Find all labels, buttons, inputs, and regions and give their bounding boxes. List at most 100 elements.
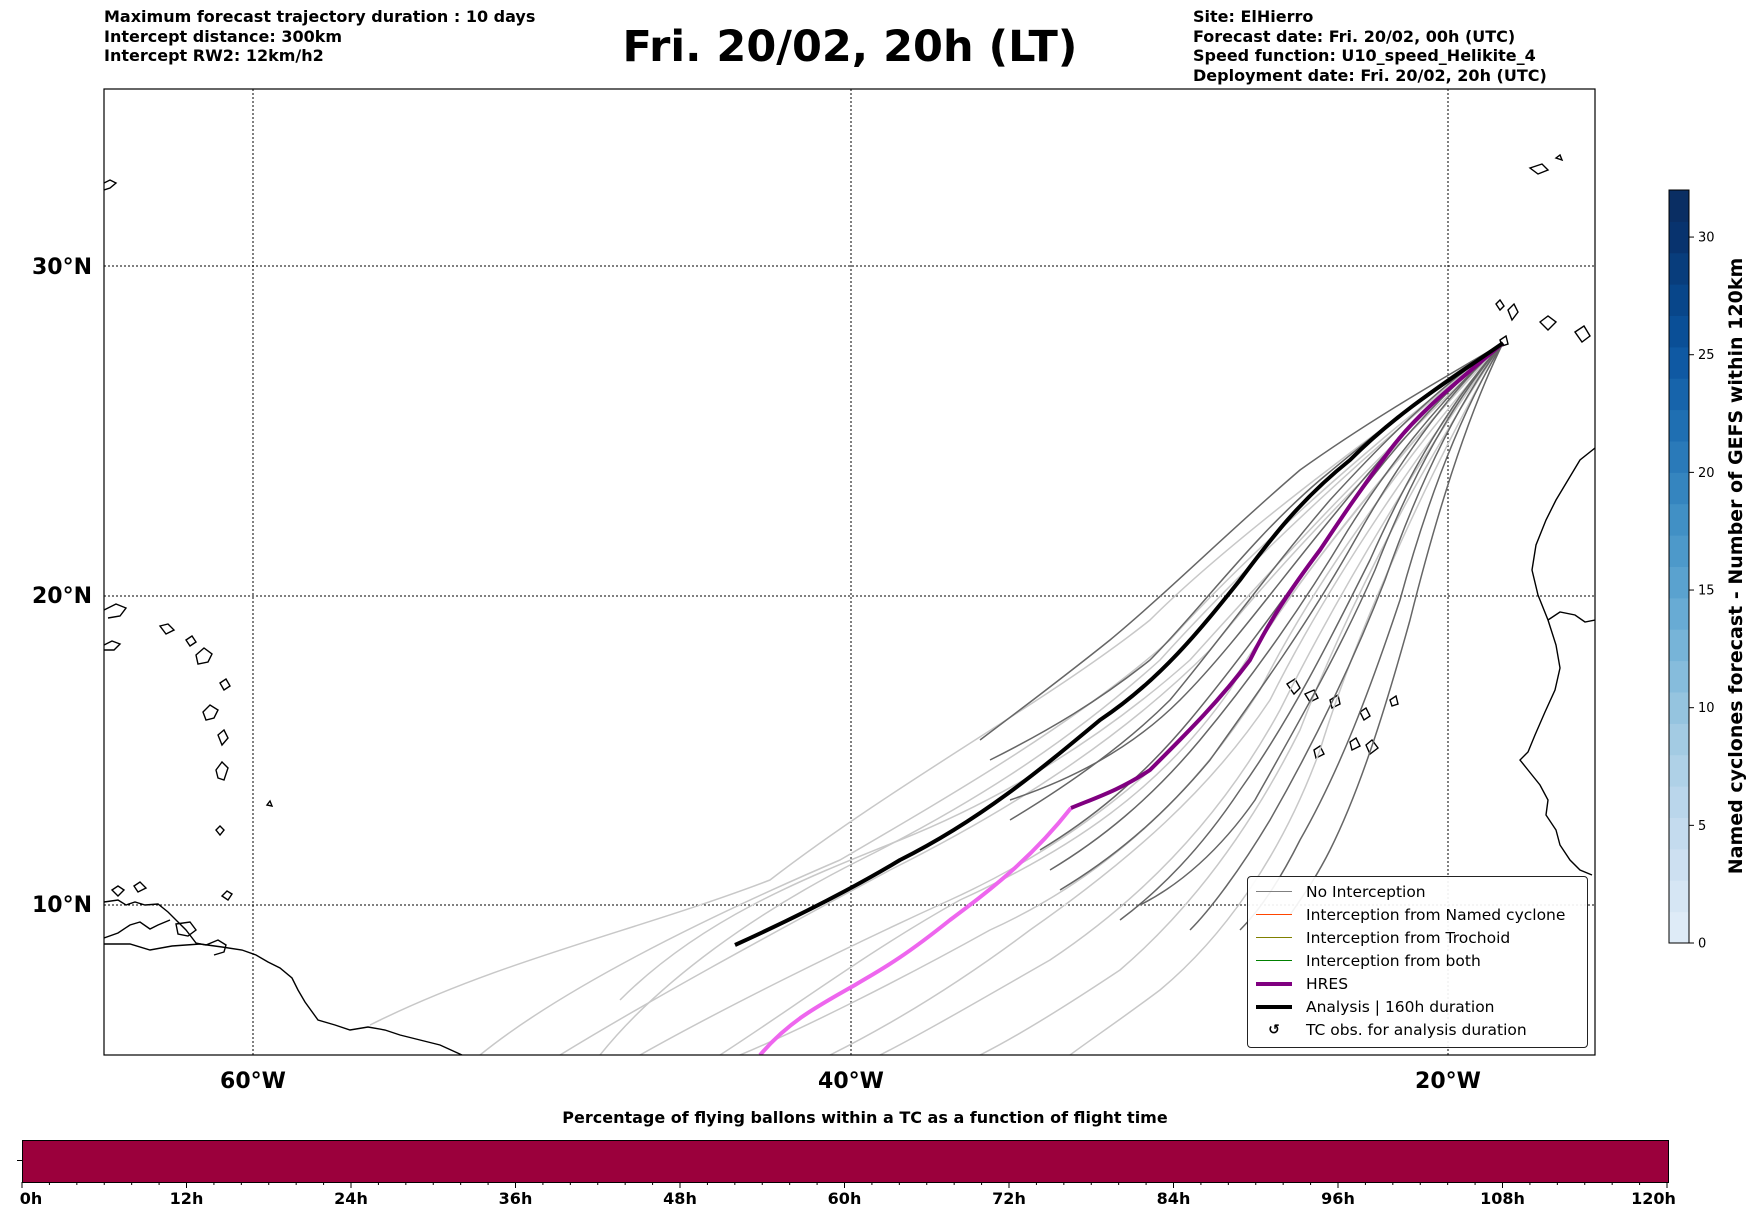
deployment-date-text: Deployment date: Fri. 20/02, 20h (UTC) [1193,65,1547,85]
colorbar-band [1669,629,1689,662]
martinique [215,760,229,781]
time-bar-label: 24h [334,1189,368,1208]
south-america-coast-west [104,919,171,939]
colorbar-bands [1669,190,1689,944]
legend-item-hres: HRES [1256,972,1348,995]
time-bar-label: 108h [1480,1189,1525,1208]
africa-coast [1519,447,1595,876]
lon-labels: 60°W 40°W 20°W [220,1069,1481,1094]
legend-item-trochoid: Interception from Trochoid [1256,926,1510,949]
canary-gran-canaria [1538,315,1558,331]
colorbar-band [1669,346,1689,379]
hres-trajectory-late [758,806,1073,1055]
trajectory-light [369,342,1504,1026]
trajectory-light [479,342,1504,1055]
coastlines [104,153,1595,1055]
colorbar-tick-label: 0 [1698,937,1706,952]
leeward-islands [195,647,213,665]
cape-verde-1 [1286,678,1301,696]
trajectory-dark [1059,342,1504,891]
grenada [220,890,233,901]
trajectory-dark [979,342,1504,741]
time-bar-label: 12h [169,1189,204,1208]
st-kitts [185,635,197,647]
trajectory-light [719,342,1504,1055]
lat-label-10n: 10°N [32,893,92,918]
colorbar-band [1669,597,1689,630]
curacao [110,885,126,897]
south-america-coast [104,943,463,1055]
intercept-rw2-text: Intercept RW2: 12km/h2 [104,46,324,65]
colorbar-band [1669,723,1689,756]
header-right: Site: ElHierro Forecast date: Fri. 20/02… [1193,7,1547,85]
time-bar-label: 0h [19,1189,43,1208]
trajectory-dark [1189,342,1504,931]
canary-la-palma [1495,298,1505,312]
legend-swatch-hres [1256,981,1292,986]
colorbar-band [1669,535,1689,567]
canary-tenerife [1507,302,1519,322]
colorbar-band [1669,880,1689,913]
legend-label-both: Interception from both [1306,951,1481,970]
trajectory-dark [1289,342,1504,916]
intercept-distance-text: Intercept distance: 300km [104,26,343,46]
lat-label-30n: 30°N [32,255,92,280]
trajectory-dark [1039,342,1504,851]
trajectory-dark [1239,342,1504,931]
trajectory-light [619,342,1504,1001]
time-bar-label: 60h [827,1189,862,1208]
hispaniola-edge [104,603,128,619]
time-bar-label: 84h [1156,1189,1191,1208]
st-vincent [215,825,225,837]
colorbar-band [1669,503,1689,536]
trajectory-light [829,342,1504,1055]
colorbar-frame [1668,189,1690,944]
time-bar-title: Percentage of flying ballons within a TC… [562,1108,1168,1127]
legend-swatch-named-cyclone [1256,914,1292,915]
colorbar-tick-label: 10 [1698,701,1715,716]
forecast-date-text: Forecast date: Fri. 20/02, 00h (UTC) [1193,26,1516,46]
trajectory-light [599,342,1504,1055]
colorbar-band [1669,911,1689,944]
colorbar-tick-label: 25 [1698,348,1715,363]
legend-label-no-interception: No Interception [1306,882,1426,901]
legend-swatch-trochoid [1256,937,1292,938]
guadeloupe [202,704,219,721]
colorbar-band [1669,190,1689,222]
legend-item-analysis: Analysis | 160h duration [1256,995,1495,1018]
colorbar-band [1669,786,1689,818]
main-title: Fri. 20/02, 20h (LT) [622,22,1078,72]
max-duration-text: Maximum forecast trajectory duration : 1… [104,7,536,26]
colorbar-tick-label: 30 [1698,231,1715,246]
time-bar-label: 96h [1321,1189,1355,1208]
lat-labels: 30°N 20°N 10°N [32,255,92,918]
legend: No Interception Interception from Named … [1247,876,1588,1048]
colorbar-band [1669,441,1689,473]
header-left: Maximum forecast trajectory duration : 1… [104,7,535,66]
legend-swatch-no-interception [1256,891,1292,892]
analysis-trajectory [734,341,1505,947]
lon-label-20w: 20°W [1415,1069,1481,1094]
cuba-edge [104,179,118,191]
colorbar-band [1669,378,1689,411]
colorbar: 0 5 10 15 20 25 30 Named cyclones forecast - N… [1668,189,1747,952]
western-sahara-detail [1547,611,1595,623]
colorbar-tick-label: 20 [1698,466,1715,481]
trajectory-dark [1139,342,1504,906]
colorbar-band [1669,660,1689,693]
cape-verde-4 [1359,706,1371,722]
cape-verde-6 [1365,738,1379,756]
venezuela-peninsula [104,899,227,956]
puerto-rico [104,640,122,651]
barbados [265,799,274,807]
legend-label-trochoid: Interception from Trochoid [1306,928,1511,947]
time-bar-label: 72h [992,1189,1026,1208]
colorbar-title: Named cyclones forecast - Number of GEFS… [1725,258,1747,875]
trajectory-light [979,342,1504,1055]
colorbar-band [1669,472,1689,505]
hres-trajectory [1070,341,1505,810]
aruba [133,881,148,893]
legend-label-named-cyclone: Interception from Named cyclone [1306,905,1566,924]
trinidad [175,921,197,937]
time-bar-label: 120h [1631,1189,1676,1208]
